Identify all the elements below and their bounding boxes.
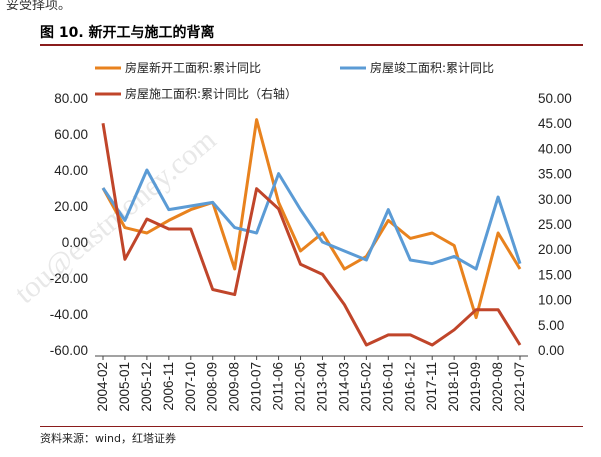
left-tick-label: -40.00	[50, 307, 88, 322]
legend-label: 房屋竣工面积:累计同比	[370, 60, 494, 75]
left-tick-label: 20.00	[54, 199, 88, 214]
right-tick-label: 30.00	[538, 192, 572, 207]
x-tick-label: 2005-01	[117, 362, 132, 412]
left-tick-label: -60.00	[50, 343, 88, 358]
right-tick-label: 5.00	[538, 318, 564, 333]
title-rule	[40, 44, 583, 46]
right-tick-label: 50.00	[538, 91, 572, 106]
x-tick-label: 2008-09	[205, 362, 220, 412]
left-tick-label: 40.00	[54, 163, 88, 178]
right-tick-label: 35.00	[538, 167, 572, 182]
x-tick-label: 2013-04	[314, 362, 329, 412]
x-tick-label: 2021-07	[512, 362, 527, 412]
x-tick-label: 2007-10	[183, 362, 198, 412]
right-tick-label: 0.00	[538, 343, 564, 358]
x-tick-label: 2011-06	[271, 362, 286, 411]
x-tick-label: 2010-07	[249, 362, 264, 412]
series-line	[101, 118, 522, 320]
source-note: 资料来源：wind，红塔证券	[40, 432, 177, 445]
x-tick-label: 2014-03	[336, 362, 351, 412]
series-line	[101, 122, 522, 347]
right-tick-label: 45.00	[538, 116, 572, 131]
right-tick-label: 40.00	[538, 141, 572, 156]
x-tick-label: 2016-01	[380, 362, 395, 412]
left-tick-label: -20.00	[50, 271, 88, 286]
x-tick-label: 2009-08	[227, 362, 242, 412]
series-line	[101, 168, 522, 271]
x-tick-label: 2006-11	[161, 362, 176, 411]
x-tick-label: 2015-02	[358, 362, 373, 412]
right-tick-label: 25.00	[538, 217, 572, 232]
x-tick-label: 2016-12	[402, 362, 417, 412]
x-tick-label: 2018-10	[446, 362, 461, 412]
right-tick-label: 10.00	[538, 293, 572, 308]
left-tick-label: 0.00	[62, 235, 88, 250]
source-rule	[40, 426, 583, 427]
right-tick-label: 20.00	[538, 242, 572, 257]
right-tick-label: 15.00	[538, 267, 572, 282]
legend-label: 房屋新开工面积:累计同比	[125, 60, 261, 75]
x-tick-label: 2012-05	[293, 362, 308, 412]
chart-series	[101, 118, 522, 347]
left-tick-label: 80.00	[54, 91, 88, 106]
x-tick-label: 2004-02	[95, 362, 110, 412]
x-tick-label: 2020-08	[490, 362, 505, 412]
x-tick-label: 2017-11	[424, 362, 439, 411]
figure-title: 图 10. 新开工与施工的背离	[40, 25, 215, 41]
left-tick-label: 60.00	[54, 127, 88, 142]
x-tick-label: 2005-12	[139, 362, 154, 412]
legend-label: 房屋施工面积:累计同比（右轴）	[125, 86, 297, 101]
x-tick-label: 2019-09	[468, 362, 483, 412]
top-cut-text: 妥受择项。	[6, 0, 72, 13]
chart-axes: 80.00 60.00 40.00 20.00 0.00 -20.00 -40.00 -60.…	[50, 91, 572, 412]
